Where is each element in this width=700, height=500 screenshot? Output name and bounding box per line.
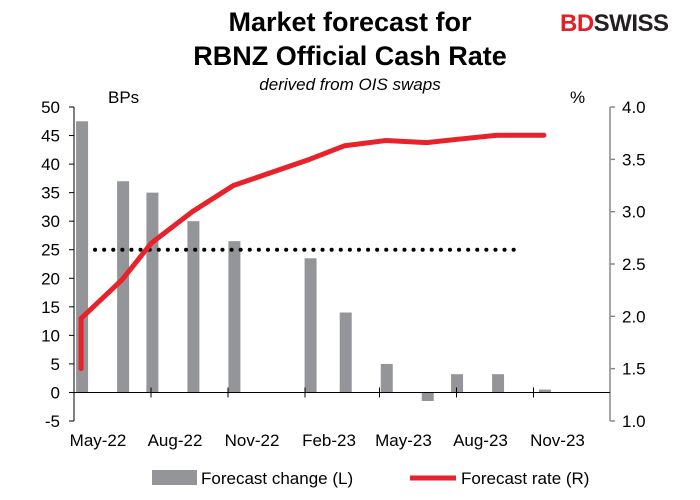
right-tick-label: 3.0 [622, 203, 646, 222]
bar [228, 241, 241, 393]
right-tick-label: 2.0 [622, 307, 646, 326]
bar [146, 192, 159, 393]
x-tick-label: Aug-23 [453, 431, 508, 450]
bar [492, 374, 505, 393]
right-axis-unit: % [570, 88, 585, 107]
chart-title-line1: Market forecast for [228, 7, 472, 37]
left-tick-label: 45 [41, 127, 60, 146]
left-tick-label: 40 [41, 155, 60, 174]
left-tick-label: 5 [51, 355, 60, 374]
right-tick-label: 3.5 [622, 150, 646, 169]
bar [304, 258, 317, 393]
bar [380, 363, 393, 393]
right-tick-label: 1.5 [622, 360, 646, 379]
x-tick-label: Nov-23 [530, 431, 585, 450]
left-tick-label: 10 [41, 326, 60, 345]
legend-swatch-bar [152, 470, 197, 485]
bar [339, 312, 352, 393]
bar [538, 389, 551, 393]
forecast-rate-line [78, 132, 547, 372]
logo-part2: SWISS [593, 10, 669, 37]
bar [421, 392, 434, 402]
logo-part1: BD [560, 10, 594, 37]
left-tick-label: 35 [41, 184, 60, 203]
x-tick-label: Feb-23 [302, 431, 356, 450]
left-axis-unit: BPs [108, 88, 139, 107]
x-tick-label: May-22 [70, 431, 127, 450]
bdswiss-logo: BDSWISS [560, 10, 669, 38]
right-tick-label: 1.0 [622, 412, 646, 431]
bar [187, 221, 200, 393]
right-tick-label: 4.0 [622, 98, 646, 117]
left-tick-label: 50 [41, 98, 60, 117]
legend-label-line: Forecast rate (R) [461, 469, 589, 488]
x-tick-label: Nov-22 [225, 431, 280, 450]
left-tick-label: 30 [41, 212, 60, 231]
left-tick-label: 0 [51, 383, 60, 402]
left-tick-label: 15 [41, 298, 60, 317]
x-tick-label: May-23 [375, 431, 432, 450]
left-tick-label: 25 [41, 241, 60, 260]
chart-title-line2: RBNZ Official Cash Rate [193, 41, 507, 71]
legend-label-bar: Forecast change (L) [201, 469, 353, 488]
right-tick-label: 2.5 [622, 255, 646, 274]
left-tick-label: -5 [45, 412, 60, 431]
chart-subtitle: derived from OIS swaps [259, 75, 441, 94]
bar [451, 374, 464, 393]
left-tick-label: 20 [41, 269, 60, 288]
bar [117, 181, 130, 393]
x-tick-label: Aug-22 [148, 431, 203, 450]
